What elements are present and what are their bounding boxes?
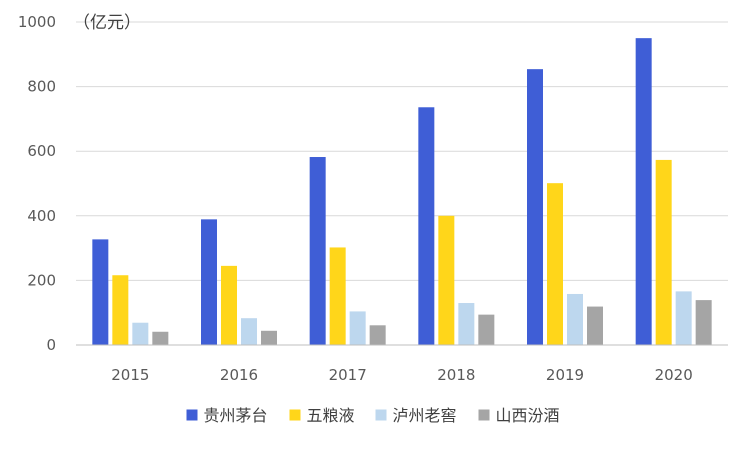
- bar-2015-series-1: [92, 239, 109, 345]
- x-tick-label: 2020: [655, 366, 693, 384]
- bar-2019-series-2: [547, 183, 563, 345]
- bar-2020-series-3: [675, 291, 692, 345]
- bar-2018-series-4: [478, 314, 495, 345]
- bar-2016-series-1: [201, 219, 217, 345]
- bar-2016-series-2: [221, 265, 237, 345]
- x-tick-label: 2015: [111, 366, 149, 384]
- y-tick-label: 1000: [18, 13, 56, 31]
- bar-2018-series-3: [458, 303, 475, 345]
- bar-2017-series-2: [329, 247, 346, 345]
- y-tick-label: 400: [27, 207, 56, 225]
- legend-label: 泸州老窖: [393, 406, 457, 425]
- y-tick-label: 200: [27, 271, 56, 289]
- unit-label: （亿元）: [73, 13, 141, 33]
- bar-2015-series-3: [132, 322, 149, 345]
- y-tick-label: 600: [27, 142, 56, 160]
- legend-swatch: [289, 409, 301, 421]
- bar-2016-series-4: [261, 330, 277, 345]
- bar-2018-series-2: [438, 215, 455, 345]
- bar-2018-series-1: [418, 107, 435, 345]
- bar-2019-series-3: [567, 293, 583, 345]
- bar-2017-series-3: [349, 311, 366, 345]
- legend-swatch: [478, 409, 490, 421]
- y-tick-label: 800: [27, 78, 56, 96]
- y-axis-ticks: 0 200 400 600 800 1000: [18, 13, 56, 354]
- bar-2015-series-2: [112, 275, 129, 345]
- legend-label: 贵州茅台: [204, 406, 268, 425]
- bar-2017-series-4: [369, 325, 386, 345]
- x-tick-label: 2017: [329, 366, 367, 384]
- bars: [92, 38, 712, 346]
- legend-swatch: [375, 409, 387, 421]
- bar-2019-series-1: [527, 69, 543, 346]
- legend-label: 五粮液: [307, 406, 355, 425]
- bar-2016-series-3: [241, 318, 257, 345]
- x-tick-label: 2018: [437, 366, 475, 384]
- bar-2020-series-1: [635, 38, 652, 346]
- bar-2017-series-1: [309, 157, 326, 345]
- y-tick-label: 0: [46, 336, 56, 354]
- legend: 贵州茅台 五粮液 泸州老窖 山西汾酒: [186, 406, 560, 425]
- legend-label: 山西汾酒: [496, 406, 560, 425]
- gridlines: [76, 21, 728, 281]
- bar-2015-series-4: [152, 331, 169, 345]
- x-tick-label: 2016: [220, 366, 258, 384]
- x-tick-label: 2019: [546, 366, 584, 384]
- legend-swatch: [186, 409, 198, 421]
- bar-2019-series-4: [587, 306, 603, 345]
- x-axis-ticks: 2015 2016 2017 2018 2019 2020: [111, 366, 693, 384]
- bar-2020-series-4: [695, 300, 712, 345]
- bar-2020-series-2: [655, 159, 672, 345]
